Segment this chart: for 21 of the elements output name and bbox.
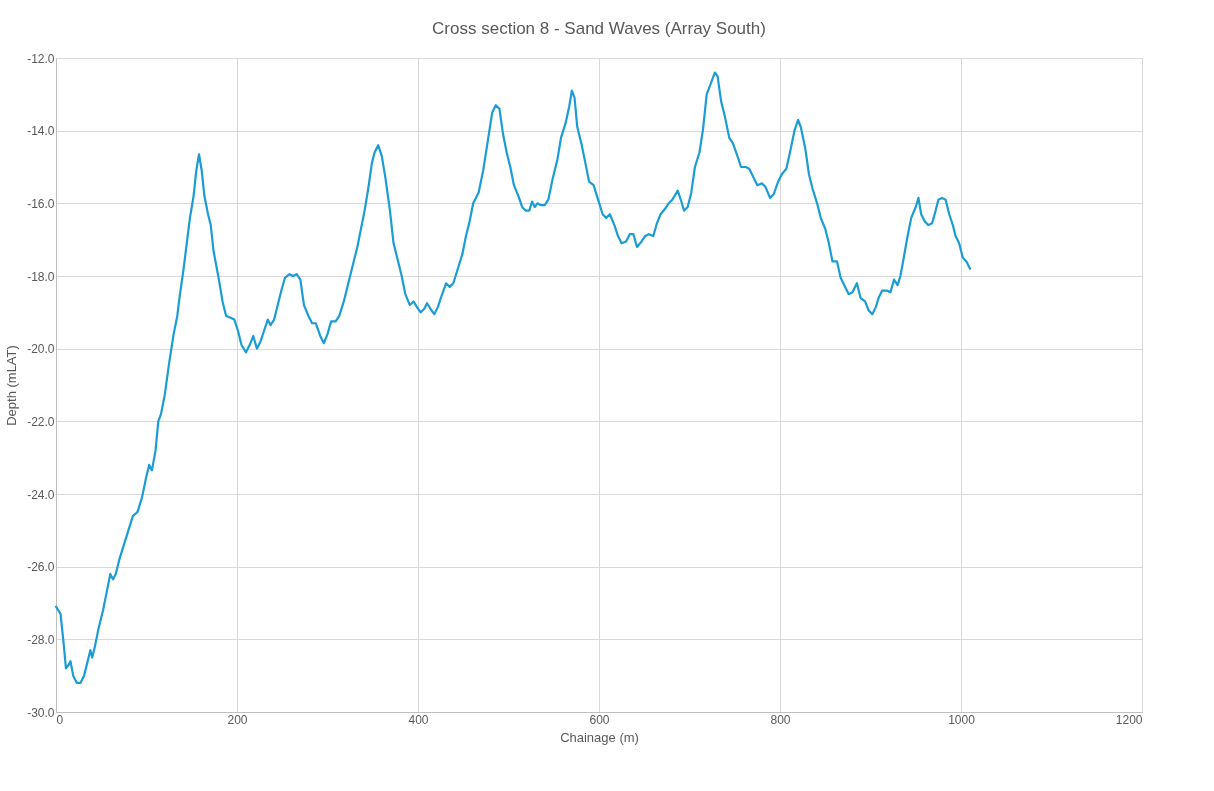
x-tick-label: 1200 — [1115, 712, 1143, 727]
y-tick-label: -22.0 — [27, 414, 55, 429]
x-tick-label: 600 — [589, 712, 610, 727]
y-tick-label: -16.0 — [27, 196, 55, 211]
x-tick-label: 400 — [408, 712, 429, 727]
y-tick-label: -28.0 — [27, 632, 55, 647]
y-tick-label: -26.0 — [27, 560, 55, 575]
y-tick-label: -30.0 — [27, 705, 55, 720]
x-tick-label: 1000 — [948, 712, 976, 727]
chart-title: Cross section 8 - Sand Waves (Array South) — [432, 19, 766, 38]
y-tick-label: -20.0 — [27, 342, 55, 357]
x-axis-title: Chainage (m) — [560, 729, 639, 745]
y-tick-label: -24.0 — [27, 487, 55, 502]
line-series — [54, 71, 972, 685]
y-axis-title: Depth (mLAT) — [4, 345, 20, 426]
x-tick-label: 800 — [770, 712, 791, 727]
y-tick-label: -14.0 — [27, 124, 55, 139]
x-tick-label: 200 — [227, 712, 248, 727]
x-tick-label: 0 — [56, 712, 64, 727]
y-tick-label: -12.0 — [27, 51, 55, 66]
y-tick-label: -18.0 — [27, 269, 55, 284]
